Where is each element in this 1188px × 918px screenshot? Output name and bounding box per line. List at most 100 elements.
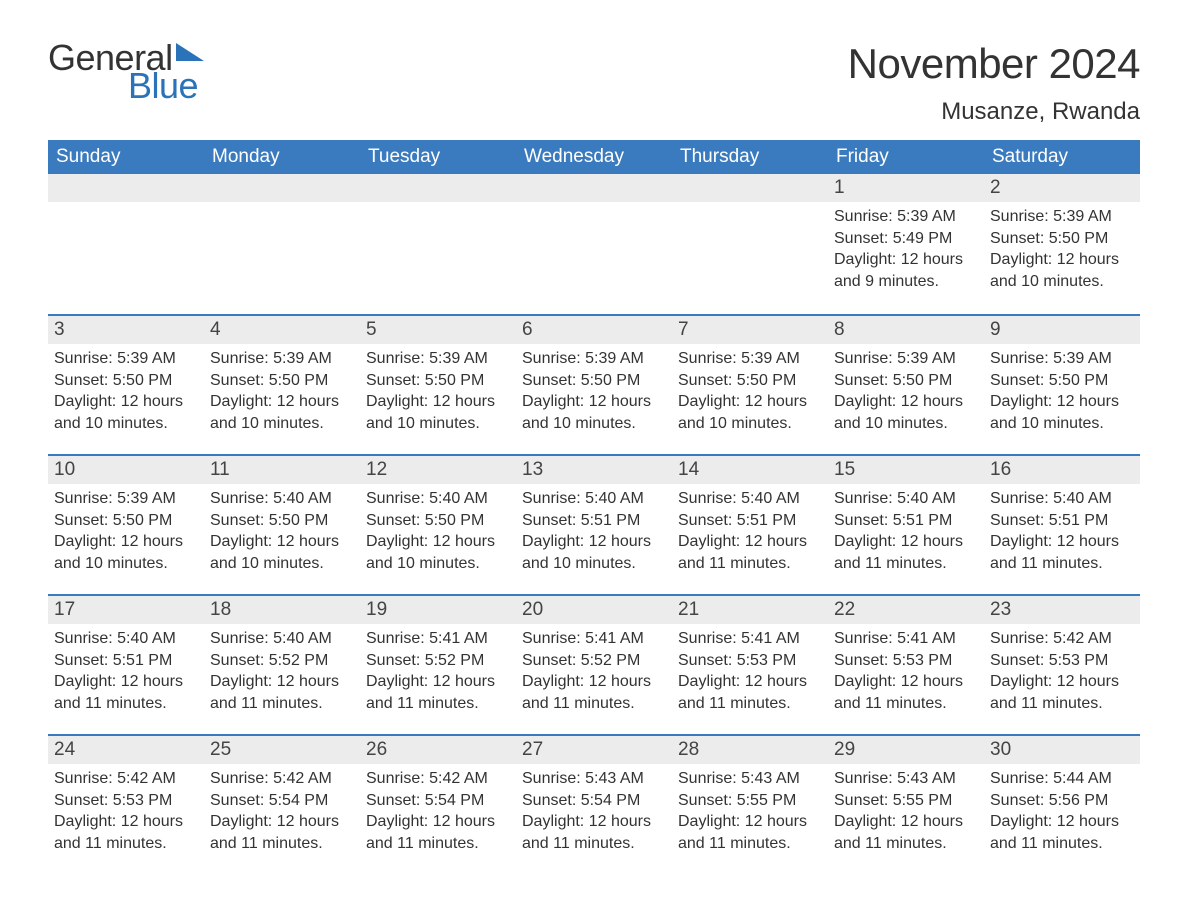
sunset-label: Sunset: — [54, 652, 113, 669]
sunset-label: Sunset: — [54, 792, 113, 809]
sunset-value: 5:54 PM — [269, 792, 329, 809]
sunset-value: 5:53 PM — [737, 652, 797, 669]
calendar-cell: 24Sunrise: 5:42 AMSunset: 5:53 PMDayligh… — [48, 734, 204, 874]
daylight-line: Daylight: 12 hours and 11 minutes. — [834, 671, 978, 714]
sunset-value: 5:56 PM — [1049, 792, 1109, 809]
sunset-label: Sunset: — [834, 652, 893, 669]
sunset-line: Sunset: 5:54 PM — [366, 790, 510, 812]
day-details: Sunrise: 5:44 AMSunset: 5:56 PMDaylight:… — [984, 764, 1140, 862]
daylight-label: Daylight: — [678, 533, 745, 550]
sunset-label: Sunset: — [990, 652, 1049, 669]
daylight-label: Daylight: — [678, 673, 745, 690]
day-number: 16 — [984, 454, 1140, 484]
daylight-line: Daylight: 12 hours and 11 minutes. — [990, 811, 1134, 854]
calendar-week: 24Sunrise: 5:42 AMSunset: 5:53 PMDayligh… — [48, 734, 1140, 874]
day-number: 30 — [984, 734, 1140, 764]
day-details: Sunrise: 5:39 AMSunset: 5:50 PMDaylight:… — [984, 344, 1140, 442]
sunrise-line: Sunrise: 5:40 AM — [54, 628, 198, 650]
calendar-body: 1Sunrise: 5:39 AMSunset: 5:49 PMDaylight… — [48, 174, 1140, 874]
daylight-line: Daylight: 12 hours and 10 minutes. — [54, 391, 198, 434]
sunset-value: 5:51 PM — [893, 512, 953, 529]
sunset-value: 5:53 PM — [113, 792, 173, 809]
sunrise-label: Sunrise: — [210, 350, 273, 367]
sunset-value: 5:50 PM — [269, 512, 329, 529]
daylight-line: Daylight: 12 hours and 11 minutes. — [210, 671, 354, 714]
day-details: Sunrise: 5:39 AMSunset: 5:50 PMDaylight:… — [516, 344, 672, 442]
sunset-value: 5:50 PM — [1049, 372, 1109, 389]
calendar-cell: 19Sunrise: 5:41 AMSunset: 5:52 PMDayligh… — [360, 594, 516, 734]
daylight-line: Daylight: 12 hours and 10 minutes. — [678, 391, 822, 434]
sunrise-line: Sunrise: 5:39 AM — [834, 348, 978, 370]
sunrise-label: Sunrise: — [210, 490, 273, 507]
daylight-label: Daylight: — [54, 393, 121, 410]
day-header: Thursday — [672, 140, 828, 174]
day-number: 21 — [672, 594, 828, 624]
calendar-cell: 11Sunrise: 5:40 AMSunset: 5:50 PMDayligh… — [204, 454, 360, 594]
sunset-line: Sunset: 5:52 PM — [522, 650, 666, 672]
calendar-cell: 21Sunrise: 5:41 AMSunset: 5:53 PMDayligh… — [672, 594, 828, 734]
calendar-table: SundayMondayTuesdayWednesdayThursdayFrid… — [48, 140, 1140, 874]
day-details: Sunrise: 5:43 AMSunset: 5:55 PMDaylight:… — [828, 764, 984, 862]
sunrise-line: Sunrise: 5:40 AM — [210, 488, 354, 510]
sunrise-value: 5:40 AM — [429, 490, 488, 507]
daylight-line: Daylight: 12 hours and 11 minutes. — [834, 811, 978, 854]
day-number: 18 — [204, 594, 360, 624]
sunset-label: Sunset: — [54, 512, 113, 529]
calendar-head: SundayMondayTuesdayWednesdayThursdayFrid… — [48, 140, 1140, 174]
day-details: Sunrise: 5:42 AMSunset: 5:54 PMDaylight:… — [204, 764, 360, 862]
calendar-cell: 4Sunrise: 5:39 AMSunset: 5:50 PMDaylight… — [204, 314, 360, 454]
calendar-cell: 26Sunrise: 5:42 AMSunset: 5:54 PMDayligh… — [360, 734, 516, 874]
sunrise-value: 5:41 AM — [585, 630, 644, 647]
calendar-week: 10Sunrise: 5:39 AMSunset: 5:50 PMDayligh… — [48, 454, 1140, 594]
sunrise-label: Sunrise: — [834, 208, 897, 225]
day-details: Sunrise: 5:39 AMSunset: 5:50 PMDaylight:… — [48, 344, 204, 442]
day-details: Sunrise: 5:40 AMSunset: 5:50 PMDaylight:… — [204, 484, 360, 582]
sunset-label: Sunset: — [990, 512, 1049, 529]
sunrise-label: Sunrise: — [678, 490, 741, 507]
sunset-label: Sunset: — [210, 372, 269, 389]
sunrise-label: Sunrise: — [990, 490, 1053, 507]
day-details: Sunrise: 5:39 AMSunset: 5:50 PMDaylight:… — [48, 484, 204, 582]
sunset-line: Sunset: 5:53 PM — [990, 650, 1134, 672]
sunrise-label: Sunrise: — [678, 630, 741, 647]
day-header-row: SundayMondayTuesdayWednesdayThursdayFrid… — [48, 140, 1140, 174]
sunrise-value: 5:40 AM — [117, 630, 176, 647]
sunrise-line: Sunrise: 5:42 AM — [366, 768, 510, 790]
day-number: 7 — [672, 314, 828, 344]
sunrise-value: 5:40 AM — [273, 490, 332, 507]
sunset-value: 5:50 PM — [1049, 230, 1109, 247]
day-number: 19 — [360, 594, 516, 624]
sunset-line: Sunset: 5:50 PM — [990, 228, 1134, 250]
daylight-line: Daylight: 12 hours and 11 minutes. — [522, 671, 666, 714]
sunrise-value: 5:39 AM — [273, 350, 332, 367]
daylight-label: Daylight: — [834, 393, 901, 410]
sunrise-label: Sunrise: — [522, 350, 585, 367]
sunrise-label: Sunrise: — [366, 770, 429, 787]
sunset-label: Sunset: — [990, 372, 1049, 389]
day-number: 25 — [204, 734, 360, 764]
sunset-value: 5:55 PM — [737, 792, 797, 809]
sunset-line: Sunset: 5:50 PM — [678, 370, 822, 392]
sunrise-line: Sunrise: 5:42 AM — [54, 768, 198, 790]
daylight-line: Daylight: 12 hours and 10 minutes. — [210, 531, 354, 574]
sunset-line: Sunset: 5:51 PM — [54, 650, 198, 672]
calendar-cell: 5Sunrise: 5:39 AMSunset: 5:50 PMDaylight… — [360, 314, 516, 454]
sunset-label: Sunset: — [522, 512, 581, 529]
calendar-cell: 1Sunrise: 5:39 AMSunset: 5:49 PMDaylight… — [828, 174, 984, 314]
sunrise-value: 5:42 AM — [1053, 630, 1112, 647]
sunset-value: 5:50 PM — [425, 512, 485, 529]
daylight-label: Daylight: — [678, 393, 745, 410]
sunset-value: 5:51 PM — [581, 512, 641, 529]
sunrise-label: Sunrise: — [54, 630, 117, 647]
sunset-line: Sunset: 5:51 PM — [678, 510, 822, 532]
day-details: Sunrise: 5:41 AMSunset: 5:53 PMDaylight:… — [672, 624, 828, 722]
daylight-label: Daylight: — [834, 673, 901, 690]
sunset-line: Sunset: 5:50 PM — [210, 370, 354, 392]
daylight-label: Daylight: — [522, 813, 589, 830]
sunset-line: Sunset: 5:56 PM — [990, 790, 1134, 812]
daylight-line: Daylight: 12 hours and 11 minutes. — [366, 671, 510, 714]
sunset-value: 5:51 PM — [737, 512, 797, 529]
daylight-line: Daylight: 12 hours and 10 minutes. — [834, 391, 978, 434]
day-number: 17 — [48, 594, 204, 624]
day-number: 13 — [516, 454, 672, 484]
